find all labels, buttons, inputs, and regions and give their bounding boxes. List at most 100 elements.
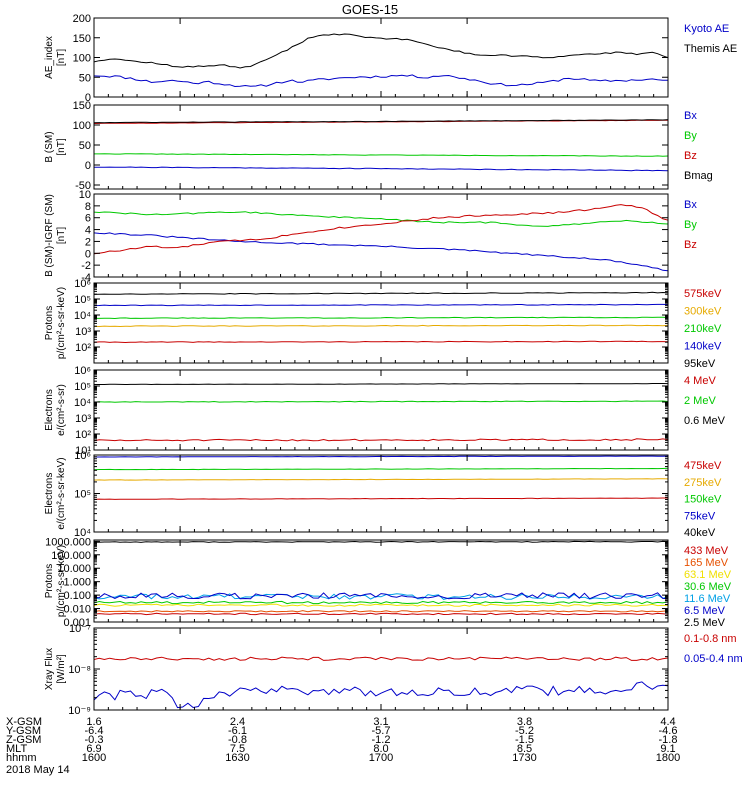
series-line-95kev: [94, 291, 668, 295]
y-axis-label: [nT]: [56, 49, 67, 66]
x-row-value: 3.1: [373, 716, 388, 728]
y-tick-label: 100: [73, 53, 91, 65]
series-line-275kev: [94, 478, 668, 481]
y-axis-label: Xray Flux: [44, 648, 55, 690]
y-axis-label: [nT]: [56, 227, 67, 244]
x-row-value: -5.2: [515, 725, 534, 737]
legend-entry: 0.1-0.8 nm: [684, 633, 737, 645]
x-row-label: MLT: [6, 743, 27, 755]
y-axis-label: p/(cm²-s-sr-keV): [56, 287, 67, 359]
x-row-value: 1630: [225, 752, 249, 764]
legend-entry: 300keV: [684, 306, 722, 318]
legend-entry: 433 MeV: [684, 545, 729, 557]
y-tick-label: 10²: [75, 342, 91, 354]
legend-entry: By: [684, 219, 697, 231]
chart-title: GOES-15: [342, 2, 398, 17]
y-tick-label: 10⁻⁸: [68, 664, 91, 676]
series-line-bx: [94, 232, 668, 272]
y-tick-label: 100.000: [51, 550, 91, 562]
series-line-bz: [94, 204, 668, 255]
y-axis-label: B (SM)-IGRF (SM): [44, 194, 55, 277]
legend-entry: Themis AE: [684, 43, 737, 55]
x-row-value: 1700: [369, 752, 393, 764]
legend-entry: 575keV: [684, 288, 722, 300]
series-line-433-mev: [94, 612, 668, 616]
y-tick-label: 1000.000: [45, 536, 91, 548]
series-line-150kev: [94, 467, 668, 471]
x-row-value: 1730: [512, 752, 536, 764]
panel-frame: [93, 104, 669, 190]
legend-entry: 150keV: [684, 494, 722, 506]
y-tick-label: 50: [79, 72, 91, 84]
series-line-11-6-mev: [94, 593, 668, 600]
legend-entry: 6.5 MeV: [684, 605, 726, 617]
y-axis-label: Electrons: [44, 389, 55, 431]
x-row-value: -0.8: [228, 734, 247, 746]
panel-frame: [93, 282, 669, 364]
panel-5: 10¹ 10² 10³ 10⁴ 10⁵ 10⁶ Electrons e/(cm²-s-sr) 4…: [44, 365, 726, 457]
y-tick-label: 6: [85, 213, 91, 225]
legend-entry: Bz: [684, 239, 697, 251]
panel-frame: [93, 539, 669, 623]
y-axis-label: [nT]: [56, 138, 67, 155]
y-axis-label: e/(cm²-s-sr): [56, 384, 67, 436]
x-row-value: -5.7: [372, 725, 391, 737]
y-axis-label: p/(cm²-s-sr-keV): [56, 545, 67, 617]
x-row-label: hhmm: [6, 752, 37, 764]
legend-entry: Bx: [684, 199, 697, 211]
y-tick-label: 10¹: [75, 445, 91, 457]
y-tick-label: 10.000: [57, 563, 91, 575]
y-tick-label: 10³: [75, 413, 91, 425]
x-row-value: 1600: [82, 752, 106, 764]
y-tick-label: 0.100: [63, 590, 91, 602]
series-line-kyoto-ae: [94, 74, 668, 88]
y-tick-label: 10⁶: [74, 450, 91, 462]
panel-1: 0 50 100 150 200 AE_index [nT] Kyoto AE Themis A…: [44, 13, 737, 104]
panel-frame: [93, 454, 669, 533]
panel-frame: [93, 369, 669, 451]
y-axis-label: Protons: [44, 306, 55, 340]
legend-entry: 165 MeV: [684, 557, 729, 569]
series-line-by: [94, 153, 668, 157]
legend-entry: 4 MeV: [684, 375, 716, 387]
y-tick-label: 10²: [75, 429, 91, 441]
x-row-label: X-GSM: [6, 716, 42, 728]
legend-entry: 0.6 MeV: [684, 415, 726, 427]
y-tick-label: 150: [73, 33, 91, 45]
y-tick-label: 0.010: [63, 604, 91, 616]
series-line-themis-ae: [94, 33, 668, 69]
legend-entry: 140keV: [684, 341, 722, 353]
y-tick-label: 10⁵: [74, 381, 91, 393]
series-line-30-6-mev: [94, 600, 668, 605]
y-tick-label: 0: [85, 248, 91, 260]
y-tick-label: -4: [81, 272, 91, 284]
y-tick-label: 10⁵: [74, 294, 91, 306]
y-tick-label: 10³: [75, 326, 91, 338]
x-row-value: 6.9: [86, 743, 101, 755]
legend-entry: 63.1 MeV: [684, 569, 732, 581]
y-tick-label: 150: [73, 100, 91, 112]
y-tick-label: 100: [73, 120, 91, 132]
series-line-by: [94, 211, 668, 227]
y-tick-label: 2: [85, 236, 91, 248]
x-row-value: 1800: [656, 752, 680, 764]
x-row-value: -6.4: [85, 725, 104, 737]
y-tick-label: 200: [73, 13, 91, 25]
legend-entry: Bmag: [684, 170, 713, 182]
y-tick-label: 8: [85, 201, 91, 213]
legend-entry: 0.05-0.4 nm: [684, 653, 743, 665]
x-row-value: -1.8: [659, 734, 678, 746]
legend-entry: Bz: [684, 150, 697, 162]
x-row-value: -6.1: [228, 725, 247, 737]
y-tick-label: -50: [75, 180, 91, 192]
y-tick-label: -2: [81, 260, 91, 272]
series-line-140kev: [94, 303, 668, 307]
y-axis-label: B (SM): [44, 131, 55, 162]
x-row-value: -4.6: [659, 725, 678, 737]
legend-entry: 2.5 MeV: [684, 617, 726, 629]
x-row-value: -1.2: [372, 734, 391, 746]
x-row-value: 3.8: [517, 716, 532, 728]
series-line-6-5-mev: [94, 592, 668, 600]
series-line-210kev: [94, 316, 668, 320]
